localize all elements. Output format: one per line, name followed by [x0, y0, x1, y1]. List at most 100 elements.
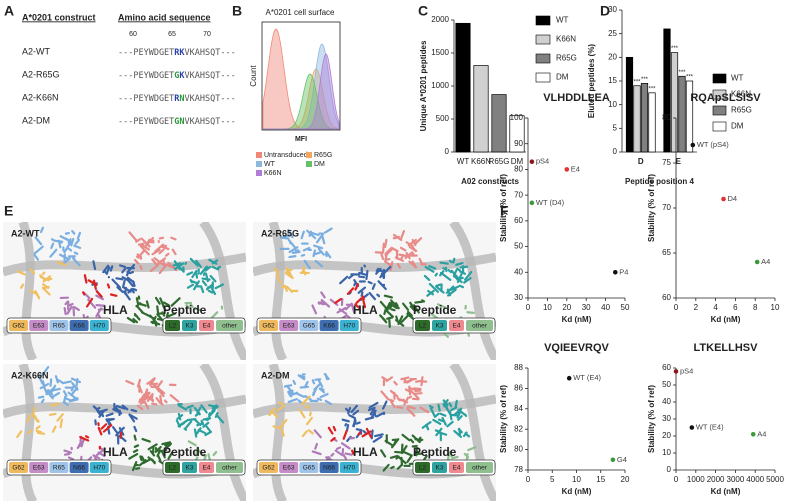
stick	[187, 440, 197, 447]
stick	[408, 395, 413, 399]
stick	[36, 431, 46, 435]
stick	[439, 269, 445, 277]
residue-label: K3	[186, 323, 194, 330]
stick	[340, 442, 351, 450]
ribbon	[199, 364, 246, 501]
stick	[395, 315, 399, 323]
stick	[27, 429, 33, 435]
y-tick-label: 50	[662, 380, 671, 389]
y-axis-label: Unique A*0201 peptides	[419, 40, 428, 131]
x-tick-label: 10	[543, 303, 552, 312]
stick	[128, 231, 138, 242]
stick	[423, 274, 431, 281]
residue-label: L2	[419, 323, 427, 330]
stick	[109, 265, 114, 272]
stick	[396, 397, 402, 402]
stick	[323, 227, 333, 234]
stick	[149, 377, 156, 387]
significance: ***	[671, 46, 679, 52]
stick	[458, 284, 465, 289]
stick	[383, 307, 387, 316]
stick	[150, 320, 161, 326]
stick	[360, 291, 364, 297]
residue: R	[174, 48, 180, 58]
significance: ***	[678, 70, 686, 76]
point-label: pS4	[536, 157, 549, 166]
residue-box	[69, 320, 89, 331]
stick	[52, 387, 61, 392]
y-tick-label: 1000	[431, 81, 449, 90]
stick	[375, 411, 386, 418]
stick	[402, 302, 410, 311]
stick	[311, 304, 318, 315]
stick	[342, 429, 348, 440]
bar	[678, 75, 686, 153]
legend-label: DM	[314, 161, 325, 168]
residue-box	[449, 320, 464, 331]
stick	[202, 272, 206, 277]
stick	[334, 297, 343, 304]
x-axis-label: Kd (nM)	[711, 487, 741, 496]
stick	[133, 258, 140, 265]
stick	[159, 297, 165, 308]
stick	[400, 376, 410, 381]
stick	[307, 429, 314, 435]
y-tick-label: 70	[662, 203, 671, 212]
x-tick-label: D	[638, 157, 644, 166]
residue-box	[415, 462, 430, 473]
stick	[403, 379, 411, 384]
stick	[41, 380, 46, 388]
point-label: A4	[761, 257, 770, 266]
stick	[413, 452, 423, 456]
residue-label: G65	[303, 465, 316, 472]
stick	[280, 429, 285, 437]
stick	[33, 415, 39, 423]
stick	[216, 265, 222, 270]
stick	[64, 300, 69, 306]
significance: ***	[686, 75, 694, 81]
stick	[450, 406, 458, 412]
stick	[362, 430, 367, 435]
point	[721, 196, 726, 202]
y-tick-label: 30	[514, 293, 523, 302]
construct-name: A2-R65G	[22, 69, 60, 79]
stick	[114, 406, 123, 415]
stick	[403, 378, 407, 384]
residue-label: N66	[323, 465, 335, 472]
panel-letter: D	[600, 3, 610, 19]
legend-label: WT	[264, 161, 276, 168]
residue-label: other	[222, 323, 238, 330]
residue-label: L2	[169, 465, 177, 472]
stick	[400, 230, 406, 240]
x-tick-label: DM	[511, 157, 524, 166]
y-tick-label: 5	[613, 123, 618, 132]
stick	[386, 316, 394, 320]
stick	[16, 270, 26, 276]
flow-xlabel: MFI	[295, 136, 307, 143]
residue-box	[199, 320, 214, 331]
stick	[186, 418, 197, 422]
stick	[292, 391, 299, 396]
x-tick-label: 8	[753, 303, 758, 312]
stick	[111, 278, 121, 289]
y-tick-label: 80	[514, 165, 523, 174]
x-tick-label: 4000	[746, 475, 764, 484]
stick	[380, 390, 390, 401]
residue-label: K66	[323, 323, 335, 330]
stick	[132, 287, 138, 292]
x-tick-label: 40	[601, 303, 610, 312]
stick	[175, 419, 181, 428]
stick	[115, 277, 124, 281]
y-tick-label: 80	[662, 113, 671, 122]
significance: ***	[648, 86, 656, 92]
stick	[448, 410, 453, 421]
stick	[394, 256, 405, 262]
stick	[154, 243, 165, 253]
residue-box	[299, 320, 319, 331]
stick	[45, 389, 54, 400]
stick	[292, 379, 297, 386]
construct-name: A2-DM	[22, 115, 50, 125]
stick	[400, 456, 404, 467]
stick	[209, 274, 217, 283]
point	[529, 159, 535, 165]
